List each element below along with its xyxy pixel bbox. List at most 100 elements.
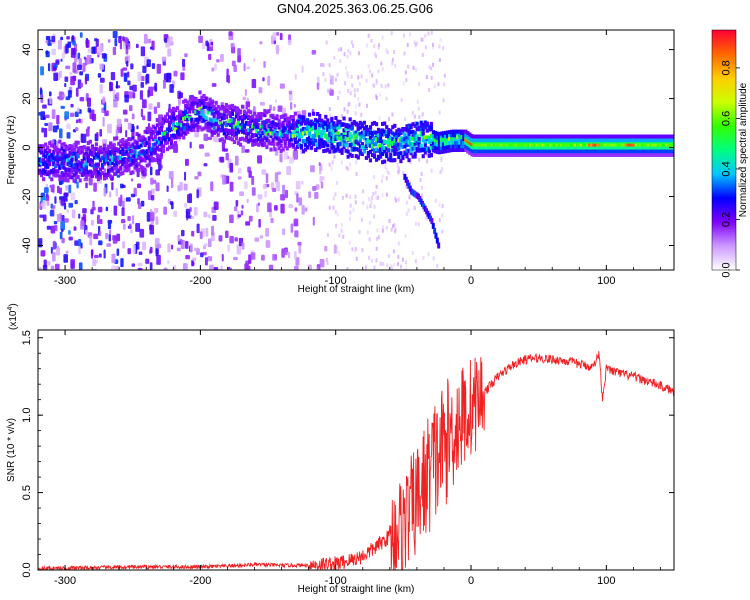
spectrogram-cell <box>336 212 339 217</box>
spectrogram-cell <box>273 116 277 121</box>
spectrogram-cell <box>638 134 643 139</box>
spectrogram-cell <box>200 95 204 100</box>
spectrogram-cell <box>279 123 283 128</box>
spectrogram-cell <box>364 265 367 270</box>
spectrogram-cell <box>504 143 509 147</box>
spectrogram-cell <box>78 170 82 175</box>
spectrogram-cell <box>590 145 594 150</box>
spectrogram-cell <box>590 143 594 147</box>
spectrogram-cell <box>212 118 216 123</box>
spectrogram-cell <box>432 62 435 67</box>
spectrogram-cell <box>367 33 370 38</box>
spectrogram-cell <box>331 127 334 132</box>
spectrogram-cell <box>44 148 48 153</box>
spectrogram-cell <box>202 126 206 131</box>
spectrogram-cell <box>226 131 230 136</box>
spectrogram-cell <box>122 67 128 71</box>
spectrogram-cell <box>196 189 199 199</box>
spectrogram-cell <box>496 145 500 150</box>
spectrogram-cell <box>220 116 224 121</box>
spectrogram-cell <box>236 120 240 125</box>
spectrogram-cell <box>345 193 348 198</box>
spectrogram-cell <box>646 138 651 143</box>
spectrogram-cell <box>547 138 551 143</box>
spectrogram-cell <box>373 44 376 49</box>
spectrogram-cell <box>104 147 109 152</box>
spectrogram-cell <box>559 138 563 143</box>
spectrogram-cell <box>515 145 519 150</box>
spectrogram-cell <box>665 145 669 150</box>
spectrogram-cell <box>356 268 359 270</box>
spectrogram-cell <box>484 149 488 154</box>
spectrogram-cell <box>661 145 665 150</box>
y-tick-label: 0.5 <box>21 485 33 500</box>
spectrogram-cell <box>89 235 93 246</box>
spectrogram-cell <box>188 106 192 111</box>
spectrogram-cell <box>171 111 176 116</box>
spectrogram-cell <box>646 152 651 157</box>
spectrogram-cell <box>66 36 70 40</box>
spectrogram-cell <box>407 64 410 69</box>
spectrogram-cell <box>61 228 64 233</box>
spectrogram-cell <box>184 131 188 136</box>
spectrogram-cell <box>545 149 549 154</box>
spectrogram-cell <box>630 152 634 157</box>
spectrogram-cell <box>192 120 196 125</box>
spectrogram-cell <box>115 80 119 89</box>
spectrogram-cell <box>182 122 186 127</box>
spectrogram-cell <box>655 152 659 157</box>
spectrogram-cell <box>547 152 551 157</box>
spectrogram-cell <box>636 138 640 143</box>
spectrogram-cell <box>407 158 411 163</box>
spectrogram-cell <box>316 133 320 138</box>
spectrogram-cell <box>178 92 183 99</box>
spectrogram-cell <box>366 132 371 137</box>
spectrogram-cell <box>184 53 188 58</box>
spectrogram-cell <box>429 126 433 131</box>
spectrogram-cell <box>421 125 425 130</box>
spectrogram-cell <box>360 152 364 157</box>
spectrogram-cell <box>657 145 661 150</box>
y-tick-label: 40 <box>21 43 33 55</box>
spectrogram-cell <box>177 98 181 106</box>
spectrogram-cell <box>553 149 557 154</box>
spectrogram-cell <box>341 195 344 200</box>
spectrogram-cell <box>385 151 389 156</box>
spectrogram-cell <box>472 145 476 150</box>
spectrogram-cell <box>102 158 107 163</box>
spectrogram-cell <box>476 134 480 139</box>
spectrogram-cell <box>258 218 261 228</box>
spectrogram-cell <box>445 141 449 146</box>
spectrogram-cell <box>196 223 200 234</box>
spectrogram-cell <box>61 93 65 98</box>
spectrogram-cell <box>206 128 210 133</box>
spectrogram-cell <box>512 152 517 157</box>
spectrogram-cell <box>68 144 72 149</box>
spectrogram-cell <box>332 138 336 143</box>
spectrogram-cell <box>206 124 210 129</box>
spectrogram-cell <box>569 149 574 154</box>
spectrogram-cell <box>186 100 190 105</box>
spectrogram-cell <box>214 129 218 134</box>
spectrogram-cell <box>529 138 533 143</box>
spectrogram-cell <box>368 69 371 74</box>
spectrogram-cell <box>288 90 293 95</box>
spectrogram-cell <box>344 136 348 141</box>
spectrogram-cell <box>610 152 614 157</box>
spectrogram-cell <box>354 136 358 141</box>
spectrogram-cell <box>237 176 242 180</box>
spectrogram-cell <box>88 139 92 144</box>
spectrogram-cell <box>346 137 350 142</box>
spectrogram-cell <box>435 135 440 140</box>
spectrogram-cell <box>184 113 188 118</box>
spectrogram-cell <box>393 123 397 128</box>
spectrogram-cell <box>409 151 413 156</box>
spectrogram-cell <box>154 82 158 92</box>
spectrogram-cell <box>441 213 444 218</box>
spectrogram-cell <box>510 152 515 157</box>
spectrogram-cell <box>170 178 174 188</box>
spectrogram-cell <box>320 144 324 149</box>
spectrogram-cell <box>149 147 153 152</box>
spectrogram-cell <box>176 134 180 139</box>
spectrogram-cell <box>432 45 435 50</box>
